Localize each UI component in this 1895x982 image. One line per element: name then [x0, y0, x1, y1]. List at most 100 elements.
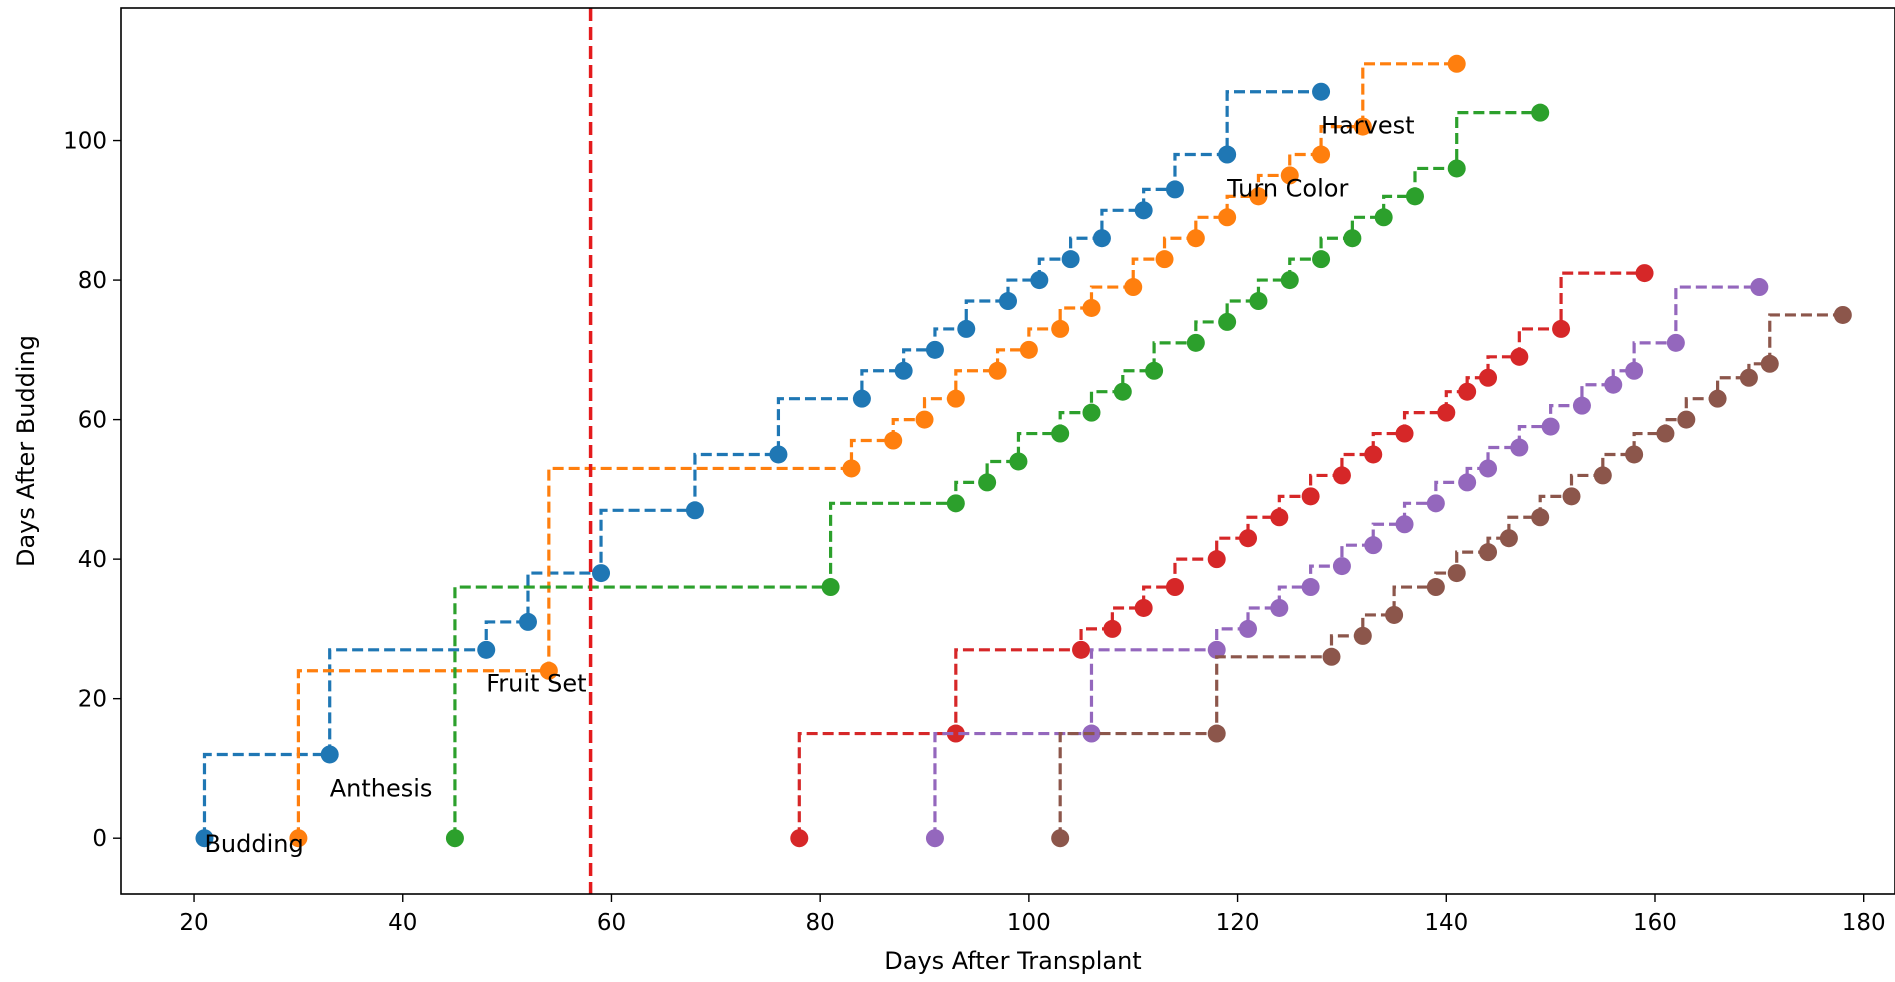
series-3-point [1301, 487, 1320, 506]
series-5-point [1562, 487, 1581, 506]
series-1-point [1218, 208, 1237, 227]
series-0-point [1030, 271, 1049, 290]
y-tick-label: 40 [78, 547, 107, 573]
series-4-point [925, 829, 944, 848]
series-2-point [821, 578, 840, 597]
series-3-point [1635, 264, 1654, 283]
y-tick-label: 80 [78, 268, 107, 294]
series-0-point [852, 389, 871, 408]
series-1-point [1353, 117, 1372, 136]
x-tick-label: 140 [1424, 910, 1468, 936]
series-4-point [1604, 375, 1623, 394]
series-5-point [1531, 508, 1550, 527]
series-5-point [1760, 354, 1779, 373]
x-tick-label: 100 [1007, 910, 1051, 936]
series-4-point [1458, 473, 1477, 492]
series-2-point [1051, 424, 1070, 443]
series-0-point [592, 564, 611, 583]
series-0-point [769, 445, 788, 464]
series-3-point [790, 829, 809, 848]
series-4-point [1364, 536, 1383, 555]
series-2-point [445, 829, 464, 848]
series-3-point [1479, 368, 1498, 387]
series-2-point [946, 494, 965, 513]
series-1-point [1249, 187, 1268, 206]
series-5-point [1656, 424, 1675, 443]
x-tick-label: 60 [597, 910, 626, 936]
series-4-point [1270, 598, 1289, 617]
series-1-point [289, 829, 308, 848]
x-tick-label: 80 [806, 910, 835, 936]
series-3-point [1395, 424, 1414, 443]
x-tick-label: 120 [1216, 910, 1260, 936]
series-4-point [1750, 278, 1769, 297]
series-1-point [1312, 145, 1331, 164]
series-2-point [1009, 452, 1028, 471]
series-3-point [1165, 578, 1184, 597]
series-0-point [1312, 82, 1331, 101]
series-4-point [1239, 619, 1258, 638]
series-2-point [1249, 292, 1268, 311]
series-3-point [1552, 319, 1571, 338]
series-3-point [946, 724, 965, 743]
series-2-point [1374, 208, 1393, 227]
series-1-point [1124, 278, 1143, 297]
series-2-point [1531, 103, 1550, 122]
series-1-point [539, 661, 558, 680]
series-1-point [1019, 340, 1038, 359]
series-0-point [1218, 145, 1237, 164]
series-4-point [1572, 396, 1591, 415]
series-5-point [1447, 564, 1466, 583]
series-3-point [1437, 403, 1456, 422]
series-4-point [1426, 494, 1445, 513]
series-5-point [1322, 647, 1341, 666]
series-2-point [1186, 333, 1205, 352]
series-1-point [988, 361, 1007, 380]
series-3-point [1207, 550, 1226, 569]
series-3-point [1332, 466, 1351, 485]
series-2-point [1280, 271, 1299, 290]
series-5-point [1833, 305, 1852, 324]
series-0-point [1061, 250, 1080, 269]
series-4-point [1541, 417, 1560, 436]
series-0-point [925, 340, 944, 359]
annotation-budding: Budding [204, 830, 303, 858]
series-5-point [1593, 466, 1612, 485]
series-0-point [320, 745, 339, 764]
series-2-point [1447, 159, 1466, 178]
series-0-point [999, 292, 1017, 311]
x-tick-label: 20 [179, 910, 208, 936]
series-5-point [1499, 529, 1518, 548]
series-1-point [915, 410, 934, 429]
series-1-point [884, 431, 903, 450]
annotation-anthesis: Anthesis [330, 774, 433, 802]
x-tick-label: 40 [388, 910, 417, 936]
series-4-point [1301, 578, 1320, 597]
x-axis-title: Days After Transplant [884, 947, 1141, 975]
series-0-point [957, 319, 976, 338]
series-4-point [1395, 515, 1414, 534]
series-2-point [1312, 250, 1331, 269]
annotation-turn-color: Turn Color [1226, 174, 1348, 202]
series-3-point [1134, 598, 1153, 617]
y-tick-label: 20 [78, 687, 107, 713]
series-5-point [1353, 626, 1372, 645]
series-3-point [1458, 382, 1477, 401]
plot-area-background [121, 8, 1895, 894]
series-4-point [1207, 640, 1226, 659]
series-2-point [1343, 229, 1362, 248]
series-3-point [1270, 508, 1289, 527]
series-0-point [685, 501, 704, 520]
series-0-point [894, 361, 913, 380]
y-tick-label: 100 [63, 129, 107, 155]
series-3-point [1072, 640, 1091, 659]
series-1-point [1447, 54, 1466, 73]
series-4-point [1625, 361, 1644, 380]
annotation-harvest: Harvest [1321, 112, 1415, 140]
series-2-point [978, 473, 997, 492]
y-tick-label: 60 [78, 408, 107, 434]
series-5-point [1051, 829, 1070, 848]
series-5-point [1426, 578, 1445, 597]
